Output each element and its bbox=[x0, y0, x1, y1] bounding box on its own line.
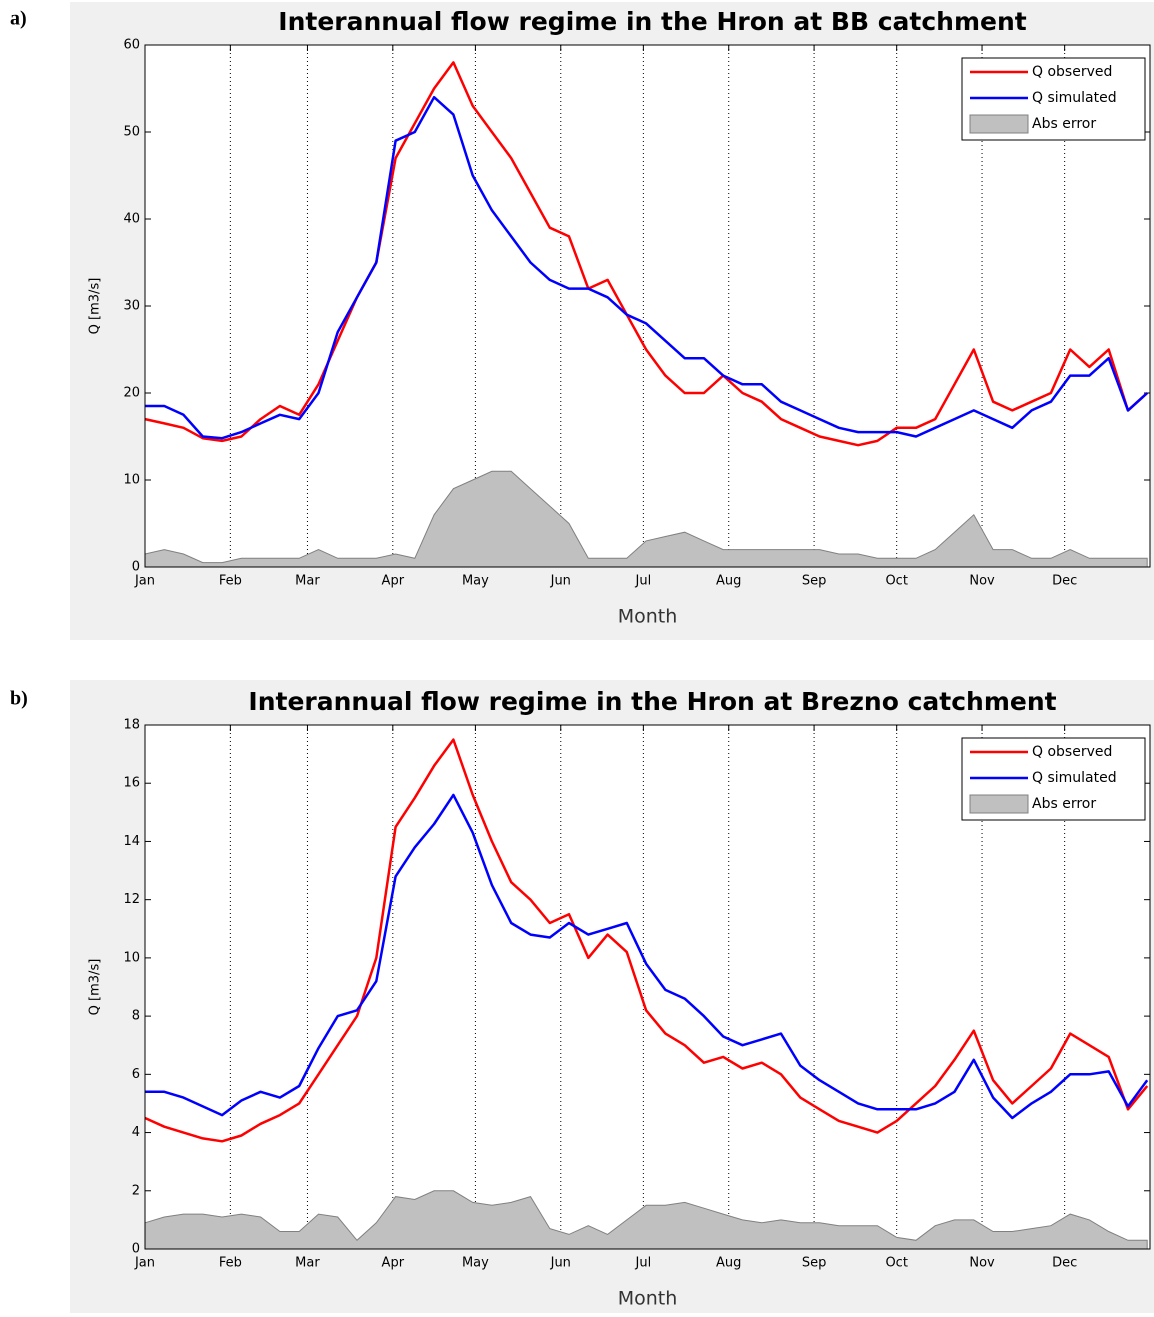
y-tick-label: 10 bbox=[123, 473, 140, 488]
legend-label: Q simulated bbox=[1032, 770, 1117, 786]
y-tick-label: 2 bbox=[132, 1183, 140, 1198]
x-tick-label: Aug bbox=[716, 1256, 741, 1271]
y-tick-label: 30 bbox=[123, 299, 140, 314]
chart-panel: b) Interannual flow regime in the Hron at… bbox=[10, 680, 1154, 1313]
plot-frame bbox=[144, 44, 1151, 568]
x-tick-label: Feb bbox=[219, 1256, 242, 1271]
x-tick-label: Jul bbox=[635, 574, 652, 589]
y-tick-label: 40 bbox=[123, 212, 140, 227]
y-tick-label: 10 bbox=[123, 950, 140, 965]
x-tick-label: Dec bbox=[1052, 574, 1077, 589]
y-tick-label: 8 bbox=[132, 1009, 140, 1024]
y-tick-label: 0 bbox=[132, 560, 140, 575]
x-axis-label: Month bbox=[618, 1288, 678, 1310]
series-line bbox=[144, 61, 1149, 447]
x-tick-label: Oct bbox=[885, 1256, 907, 1271]
y-tick-label: 4 bbox=[132, 1125, 140, 1140]
legend-label: Q observed bbox=[1032, 744, 1112, 760]
y-tick-label: 50 bbox=[123, 125, 140, 140]
x-tick-label: Apr bbox=[382, 1256, 405, 1271]
y-tick-label: 12 bbox=[123, 892, 140, 907]
chart-title: Interannual flow regime in the Hron at B… bbox=[248, 687, 1056, 716]
x-tick-label: May bbox=[462, 1256, 489, 1271]
y-tick-label: 18 bbox=[123, 718, 140, 733]
y-axis-label: Q [m3/s] bbox=[88, 278, 103, 335]
x-tick-label: Jan bbox=[134, 574, 155, 589]
y-tick-label: 16 bbox=[123, 776, 140, 791]
error-area bbox=[144, 470, 1148, 568]
x-tick-label: Apr bbox=[382, 574, 405, 589]
plot-frame bbox=[144, 724, 1151, 1250]
x-tick-label: Nov bbox=[969, 1256, 995, 1271]
legend-label: Q simulated bbox=[1032, 90, 1117, 106]
y-tick-label: 0 bbox=[132, 1242, 140, 1257]
x-tick-label: May bbox=[462, 574, 489, 589]
x-tick-label: Jan bbox=[134, 1256, 155, 1271]
x-tick-label: Aug bbox=[716, 574, 741, 589]
x-tick-label: Jun bbox=[550, 1256, 571, 1271]
x-tick-label: Sep bbox=[802, 574, 827, 589]
x-axis-label: Month bbox=[618, 606, 678, 628]
y-tick-label: 60 bbox=[123, 38, 140, 53]
legend-label: Abs error bbox=[1032, 796, 1096, 812]
panel-label: a) bbox=[10, 8, 27, 30]
x-tick-label: Jul bbox=[635, 1256, 652, 1271]
series-line bbox=[145, 95, 1149, 440]
chart-title: Interannual flow regime in the Hron at B… bbox=[278, 7, 1027, 36]
x-tick-label: Sep bbox=[802, 1256, 827, 1271]
series-line bbox=[145, 793, 1149, 1120]
legend-label: Q observed bbox=[1032, 64, 1112, 80]
legend-swatch bbox=[969, 794, 1029, 814]
x-tick-label: Oct bbox=[885, 574, 907, 589]
x-tick-label: Nov bbox=[969, 574, 995, 589]
y-axis-label: Q [m3/s] bbox=[88, 959, 103, 1016]
y-tick-label: 6 bbox=[132, 1067, 140, 1082]
series-line bbox=[144, 738, 1149, 1143]
x-tick-label: Mar bbox=[295, 1256, 320, 1271]
panel-label: b) bbox=[10, 688, 28, 710]
legend-swatch bbox=[969, 114, 1029, 134]
x-tick-label: Feb bbox=[219, 574, 242, 589]
error-area bbox=[144, 1190, 1148, 1250]
y-tick-label: 14 bbox=[123, 834, 140, 849]
x-tick-label: Mar bbox=[295, 574, 320, 589]
x-tick-label: Dec bbox=[1052, 1256, 1077, 1271]
x-tick-label: Jun bbox=[550, 574, 571, 589]
chart-panel: a) Interannual flow regime in the Hron at… bbox=[10, 2, 1154, 640]
legend-label: Abs error bbox=[1032, 116, 1096, 132]
y-tick-label: 20 bbox=[123, 386, 140, 401]
